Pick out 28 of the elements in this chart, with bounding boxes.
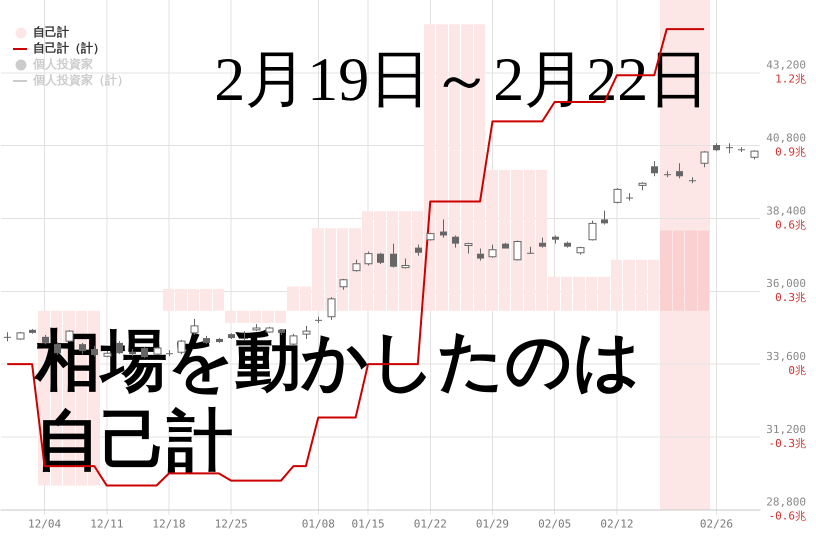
x-tick-label: 02/05 <box>538 517 572 530</box>
x-tick-label: 02/26 <box>700 517 734 530</box>
x-tick-label: 12/11 <box>90 517 124 530</box>
y-tick-label: 33,600 <box>766 350 806 363</box>
y2-tick-label: 0.6兆 <box>775 218 806 232</box>
y-tick-label: 40,800 <box>766 132 806 145</box>
x-tick-label: 12/25 <box>214 517 248 530</box>
x-tick-label: 12/04 <box>28 517 62 530</box>
y2-tick-label: -0.3兆 <box>768 436 806 450</box>
y-tick-label: 38,400 <box>766 204 806 218</box>
x-tick-label: 12/18 <box>152 517 186 530</box>
x-tick-label: 01/15 <box>351 517 385 530</box>
y2-tick-label: -0.6兆 <box>768 510 806 523</box>
y2-tick-label: 0兆 <box>788 364 806 377</box>
legend-label: 自己計（計） <box>33 41 105 56</box>
legend-label: 自己計 <box>33 25 69 40</box>
annotation: 自己計 <box>35 402 233 479</box>
x-tick-label: 02/12 <box>600 517 634 530</box>
y2-tick-label: 0.9兆 <box>775 146 806 159</box>
y-tick-label: 28,800 <box>766 496 806 509</box>
y2-tick-label: 0.3兆 <box>775 291 806 304</box>
y2-tick-label: 1.2兆 <box>775 72 806 86</box>
y-tick-label: 31,200 <box>766 422 806 436</box>
x-tick-label: 01/29 <box>476 517 510 530</box>
y-tick-label: 43,200 <box>766 58 806 72</box>
x-tick-label: 01/08 <box>302 517 335 530</box>
y-tick-label: 36,000 <box>766 277 806 290</box>
x-tick-label: 01/22 <box>414 517 447 530</box>
